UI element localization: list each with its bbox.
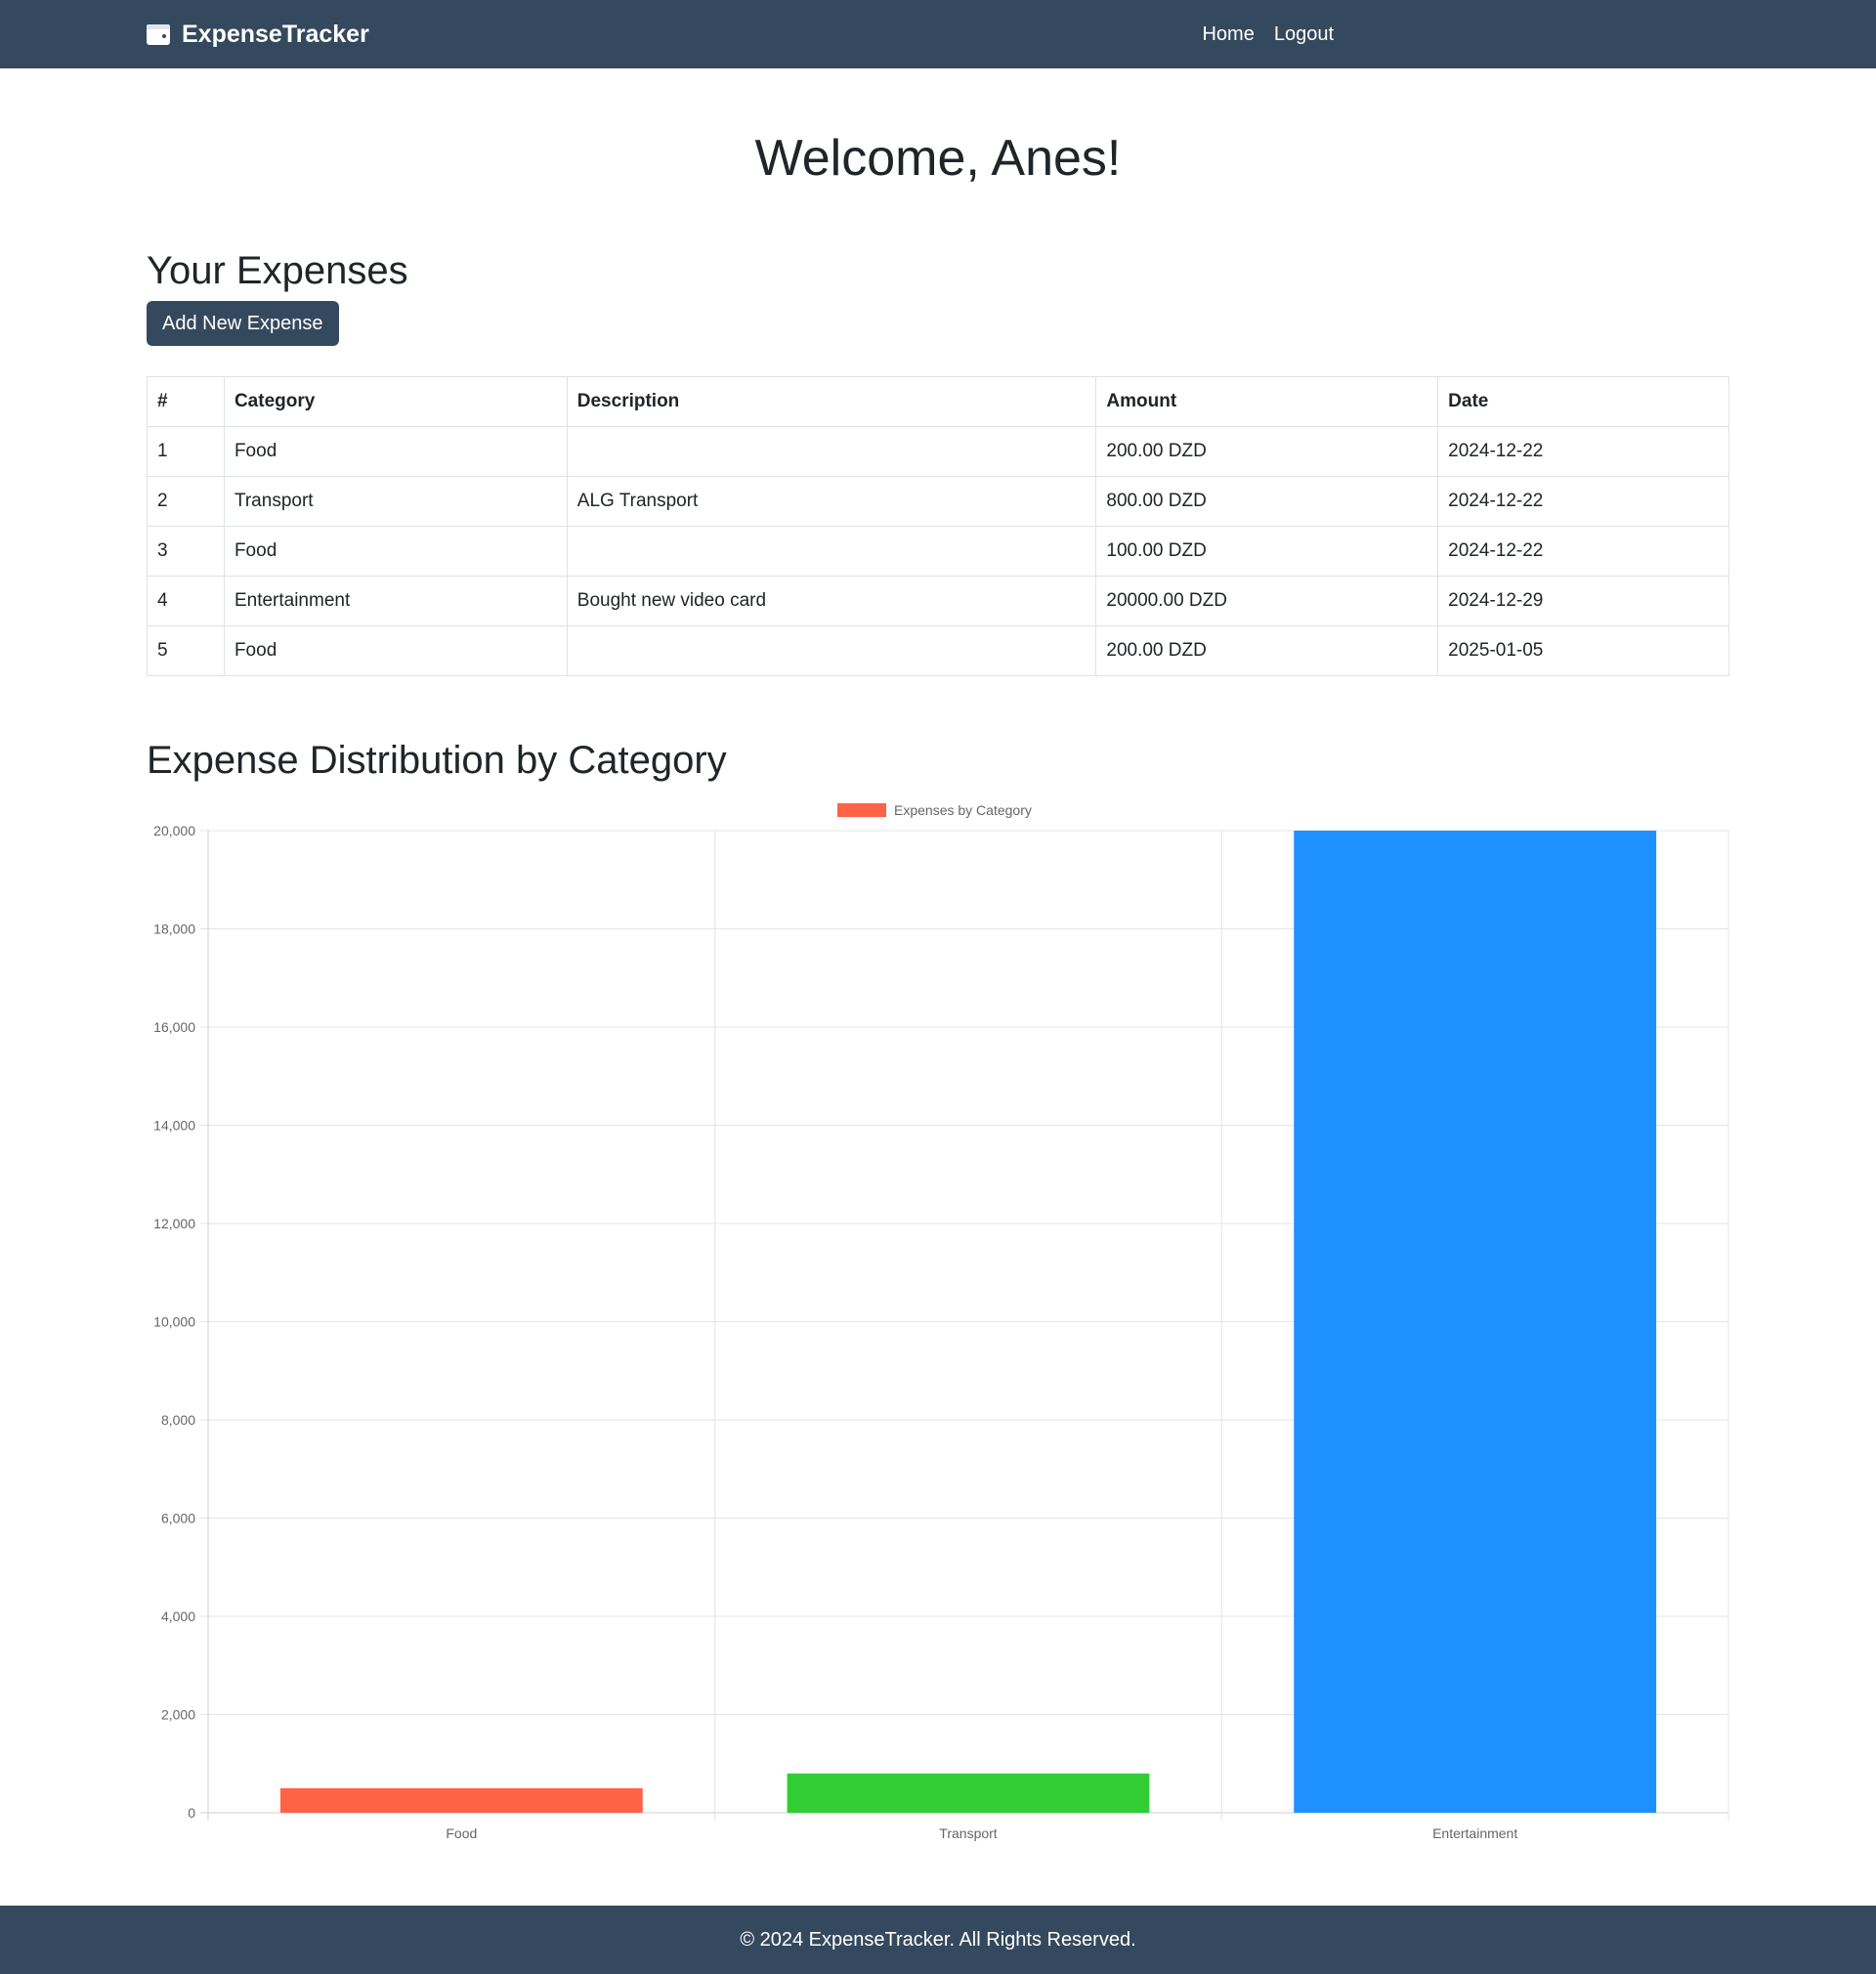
y-tick-label: 12,000 <box>153 1216 195 1231</box>
x-tick-label: Entertainment <box>1432 1825 1517 1841</box>
cell-number: 4 <box>147 576 225 626</box>
brand-name: ExpenseTracker <box>182 20 369 48</box>
col-header-category: Category <box>223 376 568 427</box>
table-row: 3 Food 100.00 DZD 2024-12-22 <box>147 526 1729 577</box>
cell-category: Food <box>223 625 568 676</box>
cell-date: 2025-01-05 <box>1437 625 1729 676</box>
legend-label: Expenses by Category <box>894 802 1032 818</box>
wallet-icon <box>147 23 170 45</box>
cell-description <box>566 625 1097 676</box>
cell-description <box>566 426 1097 477</box>
cell-category: Food <box>223 526 568 577</box>
cell-category: Food <box>223 426 568 477</box>
legend-swatch <box>837 803 886 817</box>
expenses-table: # Category Description Amount Date 1 Foo… <box>147 376 1729 676</box>
y-tick-label: 8,000 <box>161 1412 195 1428</box>
y-tick-label: 6,000 <box>161 1511 195 1526</box>
table-row: 1 Food 200.00 DZD 2024-12-22 <box>147 426 1729 477</box>
cell-amount: 200.00 DZD <box>1095 625 1439 676</box>
cell-number: 3 <box>147 526 225 577</box>
y-tick-label: 14,000 <box>153 1118 195 1134</box>
bar-transport <box>787 1773 1150 1813</box>
table-row: 5 Food 200.00 DZD 2025-01-05 <box>147 625 1729 676</box>
brand-link[interactable]: ExpenseTracker <box>147 0 369 68</box>
cell-description <box>566 526 1097 577</box>
bar-entertainment <box>1294 831 1657 1813</box>
cell-number: 1 <box>147 426 225 477</box>
expenses-heading: Your Expenses <box>147 249 408 292</box>
distribution-heading: Expense Distribution by Category <box>147 739 727 782</box>
nav-links: Home Logout <box>1182 0 1334 68</box>
cell-number: 5 <box>147 625 225 676</box>
cell-date: 2024-12-22 <box>1437 476 1729 527</box>
table-row: 2 Transport ALG Transport 800.00 DZD 202… <box>147 476 1729 527</box>
cell-amount: 200.00 DZD <box>1095 426 1439 477</box>
table-row: 4 Entertainment Bought new video card 20… <box>147 576 1729 626</box>
navbar: ExpenseTracker Home Logout <box>0 0 1876 68</box>
cell-number: 2 <box>147 476 225 527</box>
x-tick-label: Transport <box>939 1825 998 1841</box>
y-tick-label: 20,000 <box>153 823 195 838</box>
y-tick-label: 4,000 <box>161 1609 195 1624</box>
nav-home-link[interactable]: Home <box>1202 22 1255 45</box>
welcome-heading: Welcome, Anes! <box>754 130 1122 187</box>
cell-amount: 20000.00 DZD <box>1095 576 1439 626</box>
col-header-amount: Amount <box>1095 376 1439 427</box>
cell-amount: 800.00 DZD <box>1095 476 1439 527</box>
cell-amount: 100.00 DZD <box>1095 526 1439 577</box>
col-header-number: # <box>147 376 225 427</box>
footer: © 2024 ExpenseTracker. All Rights Reserv… <box>0 1906 1876 1974</box>
col-header-description: Description <box>566 376 1097 427</box>
x-tick-label: Food <box>446 1825 477 1841</box>
cell-description: Bought new video card <box>566 576 1097 626</box>
nav-logout-link[interactable]: Logout <box>1273 22 1334 45</box>
table-header-row: # Category Description Amount Date <box>147 376 1729 427</box>
bar-chart-svg: 0 2,000 4,000 6,000 8,000 10,000 12,000 14,000 1… <box>153 802 1729 1841</box>
add-expense-button[interactable]: Add New Expense <box>147 301 339 346</box>
y-tick-label: 0 <box>188 1805 195 1821</box>
expense-chart: 0 2,000 4,000 6,000 8,000 10,000 12,000 14,000 1… <box>137 796 1739 1852</box>
col-header-date: Date <box>1437 376 1729 427</box>
cell-description: ALG Transport <box>566 476 1097 527</box>
cell-category: Transport <box>223 476 568 527</box>
y-tick-label: 16,000 <box>153 1019 195 1035</box>
footer-text: © 2024 ExpenseTracker. All Rights Reserv… <box>740 1928 1136 1951</box>
cell-date: 2024-12-29 <box>1437 576 1729 626</box>
y-tick-label: 2,000 <box>161 1707 195 1723</box>
y-tick-label: 10,000 <box>153 1314 195 1330</box>
cell-date: 2024-12-22 <box>1437 526 1729 577</box>
cell-category: Entertainment <box>223 576 568 626</box>
bar-food <box>279 1787 643 1813</box>
y-tick-label: 18,000 <box>153 922 195 937</box>
cell-date: 2024-12-22 <box>1437 426 1729 477</box>
